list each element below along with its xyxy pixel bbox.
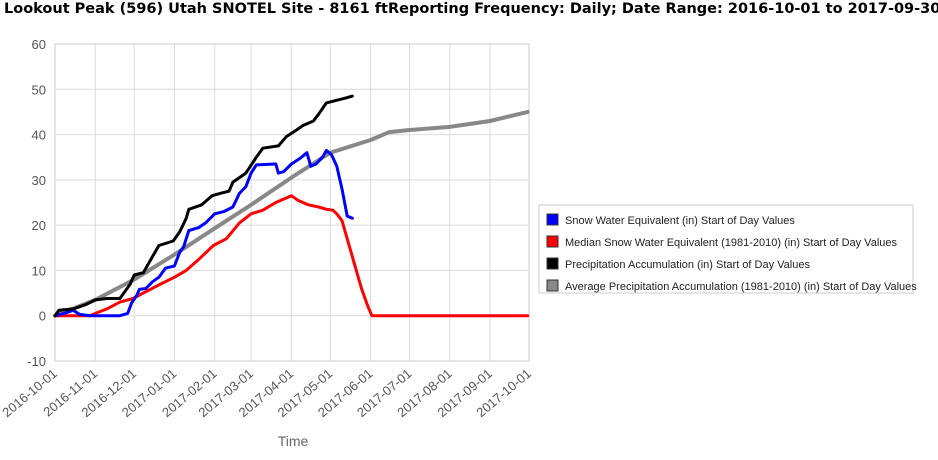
legend-label: Snow Water Equivalent (in) Start of Day … [565, 215, 795, 227]
legend-label: Median Snow Water Equivalent (1981-2010)… [565, 237, 897, 249]
legend-label: Precipitation Accumulation (in) Start of… [565, 259, 810, 271]
y-tick-label: 50 [32, 82, 46, 97]
plot-frame [54, 43, 530, 362]
y-tick-label: 60 [32, 37, 46, 52]
legend-swatch [546, 235, 559, 248]
series-line-2 [53, 194, 530, 318]
legend-swatch [546, 279, 559, 292]
legend-box [538, 204, 914, 294]
series-line-1 [53, 148, 354, 318]
chart-title: Lookout Peak (596) Utah SNOTEL Site - 81… [4, 1, 938, 17]
y-tick-label: 30 [32, 173, 46, 188]
legend: Snow Water Equivalent (in) Start of Day … [538, 204, 917, 294]
y-tick-label: 20 [32, 218, 46, 233]
legend-swatch [546, 257, 559, 270]
y-tick-label: 0 [39, 309, 46, 324]
legend-label: Average Precipitation Accumulation (1981… [565, 281, 917, 293]
x-axis-label: Time [278, 433, 309, 449]
legend-swatch [546, 213, 559, 226]
series-line-3 [53, 94, 354, 318]
y-tick-label: 10 [32, 263, 46, 278]
y-tick-label: 40 [32, 128, 46, 143]
y-tick-label: -10 [27, 354, 46, 369]
